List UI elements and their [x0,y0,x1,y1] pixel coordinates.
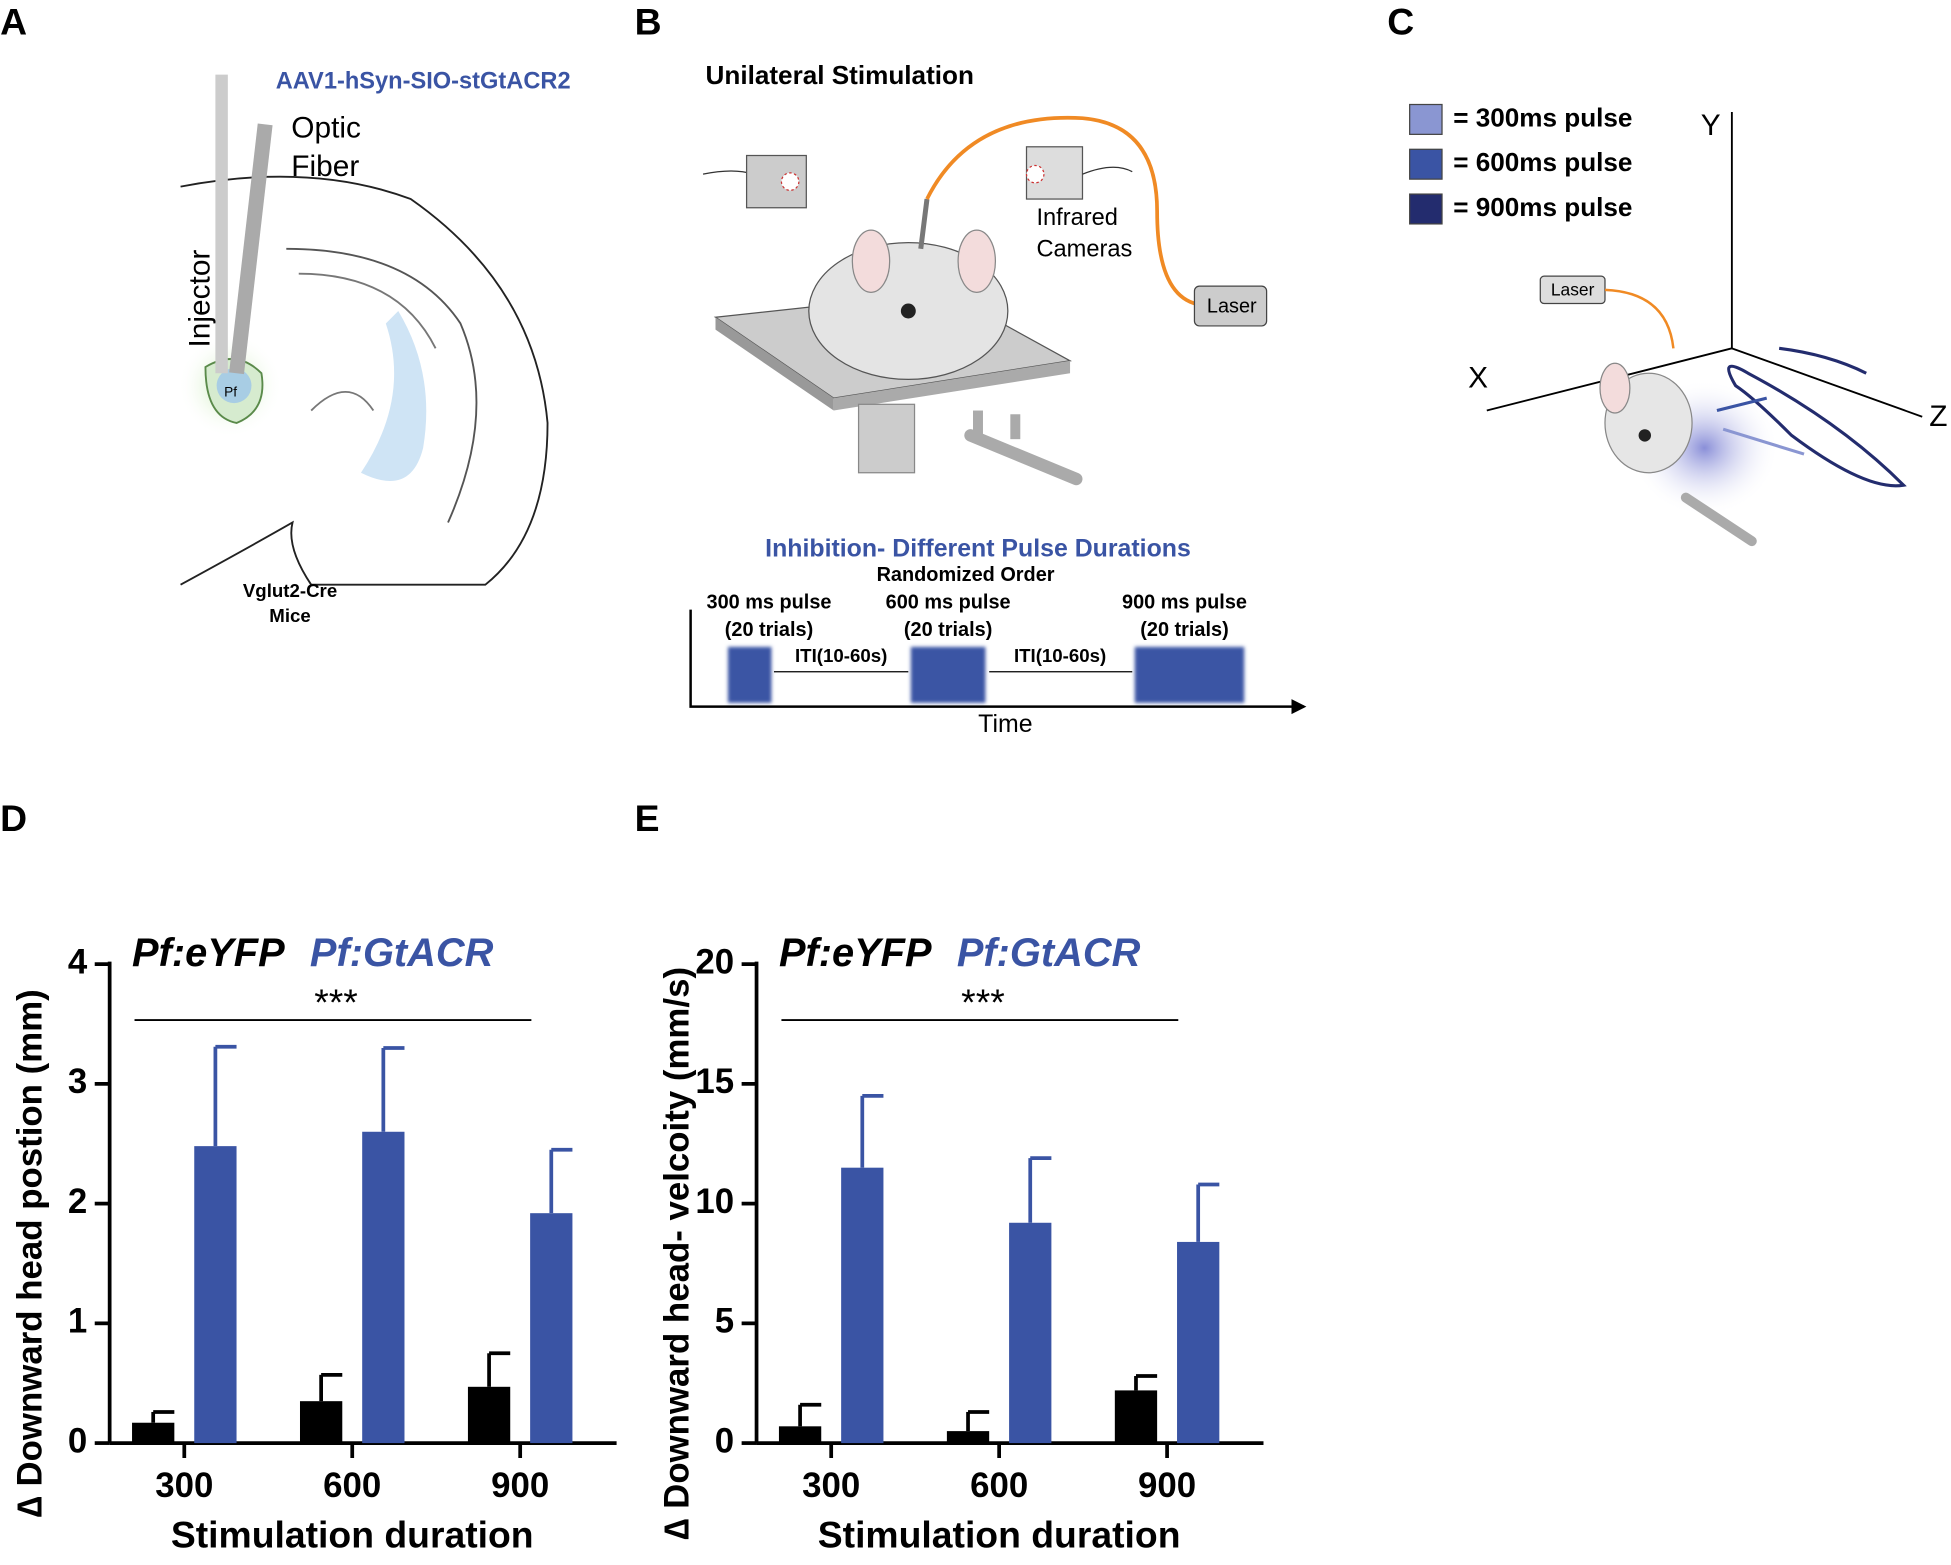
setup-diagram [702,115,1268,486]
pulse-label: (20 trials) [1140,619,1228,641]
y-tick-label: 4 [68,942,88,981]
bar [299,1401,343,1444]
pulse-label: 300 ms pulse [707,592,832,614]
x-tick-label: 600 [970,1466,1028,1505]
y-tick-label: 15 [695,1062,734,1101]
significance-label: *** [314,981,358,1023]
axis-name: Z [1929,400,1947,433]
x-tick-label: 900 [491,1466,549,1505]
legend-swatch [1409,103,1443,135]
y-tick-label: 0 [715,1421,734,1460]
panel-title: Unilateral Stimulation [706,60,974,90]
bar [1177,1241,1220,1444]
bar [841,1167,884,1444]
pulse-label: (20 trials) [725,619,813,641]
bar [194,1146,237,1444]
optic-fiber [229,123,273,375]
legend-label: = 600ms pulse [1453,147,1632,177]
pulse-label: (20 trials) [904,619,992,641]
panel-letter: C [1387,1,1414,43]
pulse-label: 600 ms pulse [886,592,1011,614]
bar [946,1431,990,1444]
mice-label: Mice [269,605,310,626]
y-axis-label: ∆ Downward head- velcoity (mm/s) [658,967,697,1540]
injector-label: Injector [184,250,217,348]
bar [362,1131,405,1444]
panel-letter: A [0,1,27,43]
iti-label: ITI(10-60s) [1014,645,1106,666]
bar [530,1213,573,1444]
x-axis-label: Stimulation duration [818,1513,1181,1555]
x-axis-label: Stimulation duration [171,1513,534,1555]
y-tick-label: 3 [68,1062,87,1101]
time-label: Time [978,710,1032,738]
bar [778,1426,822,1444]
protocol-title: Inhibition- Different Pulse Durations [765,534,1191,562]
panel-letter: E [635,797,660,839]
pulse-label: 900 ms pulse [1122,592,1247,614]
x-tick-label: 600 [323,1466,381,1505]
y-tick-label: 20 [695,942,734,981]
protocol-subtitle: Randomized Order [877,564,1055,586]
region-label: Pf [224,385,237,400]
bar [467,1386,511,1444]
legend: = 300ms pulse = 600ms pulse = 900ms pulse [1409,102,1632,225]
bar [132,1422,175,1444]
y-tick-label: 0 [68,1421,87,1460]
virus-label: AAV1-hSyn-SIO-stGtACR2 [276,68,571,94]
trajectory-diagram [1486,111,1923,547]
y-tick-label: 5 [715,1302,734,1341]
mice-label: Vglut2-Cre [243,580,337,601]
y-tick-label: 10 [695,1182,734,1221]
iti-label: ITI(10-60s) [795,645,887,666]
panel-letter: B [635,1,662,43]
legend-swatch [1409,148,1443,180]
legend-label: = 900ms pulse [1453,192,1632,222]
brain-diagram [178,175,549,586]
y-axis-label: ∆ Downward head postion (mm) [11,989,50,1517]
legend-label: Pf:GtACR [310,931,494,975]
bar [1009,1222,1052,1444]
fiber-label: Fiber [291,150,359,183]
axis-name: X [1468,361,1488,394]
camera-label: Infrared [1036,205,1117,231]
y-tick-label: 2 [68,1182,87,1221]
x-tick-label: 300 [802,1466,860,1505]
y-tick-label: 1 [68,1302,87,1341]
fiber-label: Optic [291,111,361,144]
legend-label: = 300ms pulse [1453,102,1632,132]
axis-name: Y [1701,109,1721,142]
laser-label: Laser [1207,296,1257,318]
legend-label: Pf:eYFP [779,931,932,975]
significance-label: *** [961,981,1005,1023]
x-tick-label: 900 [1138,1466,1196,1505]
laser-label: Laser [1551,280,1595,300]
x-tick-label: 300 [155,1466,213,1505]
legend-label: Pf:GtACR [957,931,1141,975]
legend-swatch [1409,193,1443,225]
legend-label: Pf:eYFP [132,931,285,975]
panel-letter: D [0,797,27,839]
camera-label: Cameras [1036,236,1132,262]
pulse-timeline [689,609,1307,715]
bar [1114,1390,1158,1444]
